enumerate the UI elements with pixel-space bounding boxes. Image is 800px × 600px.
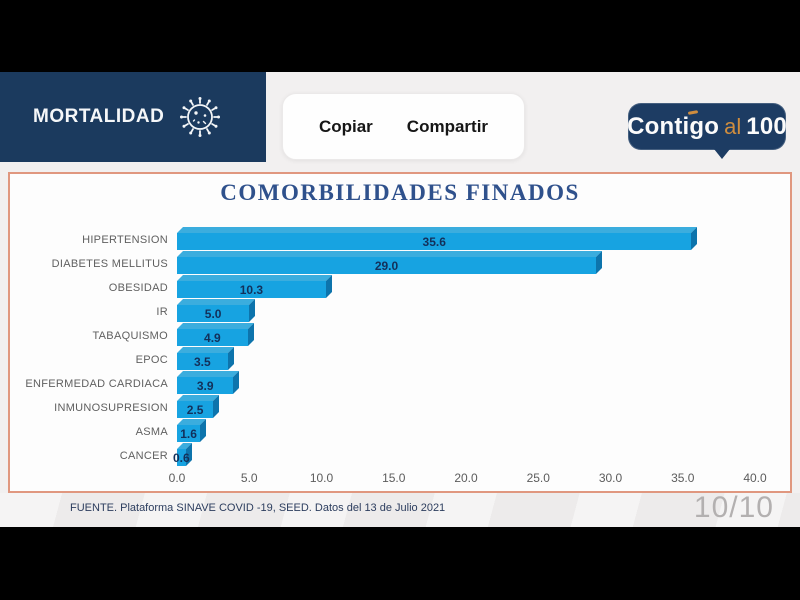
chart-title: COMORBILIDADES FINADOS [220, 180, 580, 205]
x-axis-tick-label: 25.0 [526, 471, 550, 485]
category-label: CANCER [119, 450, 168, 462]
bar-value-label: 3.5 [193, 354, 211, 369]
bar-value-label: 0.6 [172, 450, 190, 465]
bar-value-label: 1.6 [180, 426, 197, 441]
bar: 4.9 [177, 329, 248, 346]
bar: 3.9 [177, 377, 234, 394]
letterbox-top [0, 0, 800, 72]
slide: COMORBILIDADES FINADOS HIPERTENSION 35.6… [8, 172, 792, 493]
logo-text-al: al [724, 113, 742, 139]
x-axis-tick-label: 10.0 [309, 471, 334, 485]
bar-track: 4.9 [177, 323, 755, 347]
page-indicator: 10/10 [693, 491, 774, 524]
category-label: ENFERMEDAD CARDIACA [25, 378, 168, 390]
bar-row: OBESIDAD 10.3 [10, 275, 790, 299]
bar: 2.5 [177, 401, 214, 418]
bar-value-label: 2.5 [186, 402, 204, 417]
header: MORTALIDAD [0, 72, 800, 172]
category-label: EPOC [135, 354, 168, 366]
bar-row: CANCER 0.6 [10, 443, 790, 467]
category-label: HIPERTENSION [82, 234, 168, 246]
bar-track: 3.9 [177, 371, 755, 395]
x-axis-ticks: 0.0 5.0 10.0 15.0 20.0 25.0 30.0 35.0 40.0 [169, 471, 767, 487]
bar-row: ASMA 1.6 [10, 419, 790, 443]
bar: 35.6 [177, 233, 692, 250]
bar-value-label: 3.9 [196, 378, 214, 393]
source-note: FUENTE. Plataforma SINAVE COVID -19, SEE… [70, 502, 446, 514]
bar-track: 10.3 [177, 275, 755, 299]
bar: 0.6 [173, 449, 190, 466]
category-label: DIABETES MELLITUS [51, 258, 168, 270]
bar-track: 2.5 [177, 395, 755, 419]
logo-text-contigo: Contigo [627, 112, 720, 140]
bar-value-label: 5.0 [204, 306, 222, 321]
bar-row: HIPERTENSION 35.6 [10, 227, 790, 251]
bar-row: IR 5.0 [10, 299, 790, 323]
virus-icon [177, 94, 223, 140]
bar: 1.6 [177, 425, 201, 442]
copy-button[interactable]: Copiar [315, 111, 377, 143]
x-axis-tick-label: 30.0 [598, 471, 623, 485]
bar-track: 0.6 [173, 443, 755, 467]
bar-row: DIABETES MELLITUS 29.0 [10, 251, 790, 275]
bar-chart: HIPERTENSION 35.6 DIABETES MELLITUS 29.0… [10, 227, 790, 487]
x-axis-tick-label: 35.0 [671, 471, 695, 485]
bar-track: 1.6 [177, 419, 755, 443]
category-label: TABAQUISMO [92, 330, 168, 342]
bar-value-label: 4.9 [204, 330, 221, 345]
category-label: IR [156, 306, 168, 318]
bar-row: TABAQUISMO 4.9 [10, 323, 790, 347]
x-axis-tick-label: 0.0 [168, 471, 186, 485]
bar-row: ENFERMEDAD CARDIACA 3.9 [10, 371, 790, 395]
bar-track: 35.6 [177, 227, 755, 251]
bar: 29.0 [177, 257, 597, 274]
footer: FUENTE. Plataforma SINAVE COVID -19, SEE… [0, 491, 800, 527]
contigo-al-100-logo: Contigo al 100 [627, 103, 787, 159]
bar-value-label: 29.0 [374, 258, 399, 273]
x-axis-tick-label: 5.0 [240, 471, 258, 485]
letterbox-bottom [0, 527, 800, 600]
bar-track: 5.0 [177, 299, 755, 323]
mortalidad-banner: MORTALIDAD [0, 72, 266, 162]
bar-row: EPOC 3.5 [10, 347, 790, 371]
bar-value-label: 35.6 [422, 234, 446, 249]
category-label: ASMA [135, 426, 168, 438]
bar-rows: HIPERTENSION 35.6 DIABETES MELLITUS 29.0… [10, 227, 790, 467]
bar-track: 29.0 [177, 251, 755, 275]
bar-track: 3.5 [177, 347, 755, 371]
viewer: MORTALIDAD [0, 72, 800, 527]
category-label: OBESIDAD [108, 282, 168, 294]
category-label: INMUNOSUPRESION [54, 402, 168, 414]
x-axis-tick-label: 40.0 [743, 471, 767, 485]
x-axis-tick-label: 20.0 [454, 471, 478, 485]
bar: 3.5 [177, 353, 228, 370]
bar: 5.0 [177, 305, 250, 322]
section-title: MORTALIDAD [33, 106, 165, 127]
share-button[interactable]: Compartir [403, 111, 492, 143]
actions-toolbar: Copiar Compartir [282, 93, 525, 160]
bar-value-label: 10.3 [239, 282, 264, 297]
x-axis-tick-label: 15.0 [382, 471, 406, 485]
logo-tail [714, 149, 730, 159]
bar: 10.3 [177, 281, 326, 298]
bar-row: INMUNOSUPRESION 2.5 [10, 395, 790, 419]
logo-text-100: 100 [746, 112, 787, 140]
